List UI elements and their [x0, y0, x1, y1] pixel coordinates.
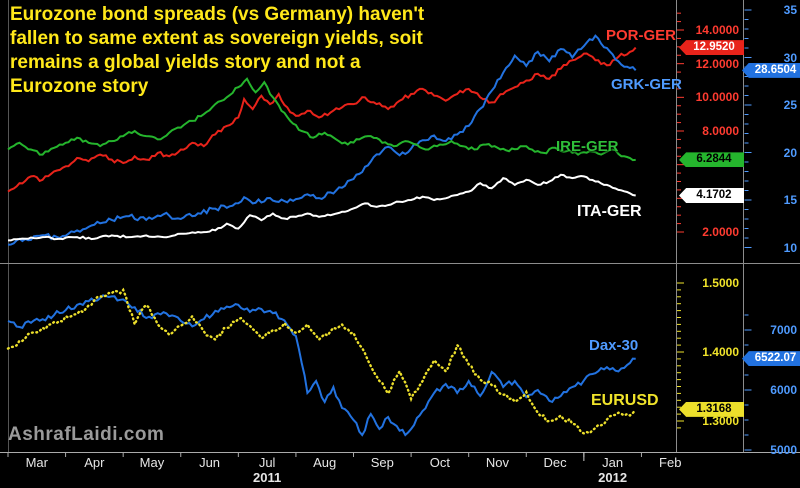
annotation-line-2: fallen to same extent as sovereign yield…	[10, 28, 423, 49]
watermark: AshrafLaidi.com	[8, 424, 165, 445]
year-label-2011: 2011	[253, 470, 282, 485]
month-label-sep: Sep	[370, 455, 394, 470]
series-line-eurusd	[6, 287, 637, 435]
yellow-tick-label-1.3000: 1.3000	[702, 414, 739, 428]
month-label-may: May	[139, 455, 165, 470]
red-tick-label-10.0000: 10.0000	[695, 90, 739, 105]
gblue-tick-label-25: 25	[783, 98, 797, 112]
price-badge-por-ger: 12.9520	[679, 40, 744, 56]
gblue-tick-label-10: 10	[783, 240, 797, 255]
series-line-ita-ger	[8, 173, 636, 242]
series-line-grk-ger	[7, 34, 637, 246]
yellow-tick-label-1.5000: 1.5000	[702, 276, 739, 290]
series-line-por-ger	[7, 46, 637, 193]
price-badge-ita-ger: 4.1702	[679, 187, 744, 203]
month-label-jan: Jan	[602, 455, 624, 470]
red-tick-label-2.0000: 2.0000	[702, 225, 739, 239]
yellow-axis-ticks	[677, 282, 684, 429]
bblue-tick-label-6000: 6000	[770, 383, 797, 397]
series-label-grk-ger: GRK-GER	[611, 76, 682, 93]
x-axis-ticks	[7, 452, 642, 461]
red-tick-label-12.0000: 12.0000	[695, 56, 739, 71]
month-label-jun: Jun	[199, 455, 221, 470]
month-label-feb: Feb	[659, 455, 682, 470]
series-line-ire-ger	[7, 77, 636, 162]
red-tick-label-14.0000: 14.0000	[695, 23, 739, 37]
gblue-axis-ticks	[744, 9, 752, 248]
bblue-tick-label-5000: 5000	[770, 443, 797, 457]
annotation-line-3: remains a global yields story and not a	[10, 52, 361, 73]
series-label-por-ger: POR-GER	[606, 27, 677, 44]
series-label-dax-30: Dax-30	[589, 337, 639, 354]
bblue-tick-label-7000: 7000	[770, 323, 797, 337]
red-tick-label-8.0000: 8.0000	[702, 124, 739, 138]
month-label-aug: Aug	[313, 455, 337, 470]
annotation-text: Eurozone bond spreads (vs Germany) haven…	[10, 3, 540, 99]
gblue-tick-label-30: 30	[783, 50, 797, 65]
month-label-apr: Apr	[84, 455, 105, 470]
series-label-ire-ger: IRE-GER	[556, 138, 619, 155]
price-badge-grk-ger: 28.6504	[742, 62, 800, 78]
price-badge-eurusd: 1.3168	[679, 401, 744, 417]
month-label-mar: Mar	[25, 455, 48, 470]
month-label-jul: Jul	[258, 455, 276, 470]
series-label-eurusd: EURUSD	[591, 392, 659, 409]
month-label-dec: Dec	[543, 455, 567, 470]
annotation-line-4: Eurozone story	[10, 76, 149, 97]
yellow-tick-label-1.4000: 1.4000	[702, 345, 739, 359]
annotation-line-1: Eurozone bond spreads (vs Germany) haven…	[10, 4, 425, 25]
series-label-ita-ger: ITA-GER	[577, 203, 642, 220]
gblue-tick-label-35: 35	[783, 3, 797, 17]
gblue-tick-label-15: 15	[783, 193, 797, 207]
year-label-2012: 2012	[598, 470, 628, 485]
month-label-nov: Nov	[485, 455, 510, 470]
month-label-oct: Oct	[429, 455, 450, 470]
price-badge-ire-ger: 6.2844	[679, 152, 744, 168]
series-line-dax-30	[7, 294, 636, 437]
gblue-tick-label-20: 20	[783, 145, 797, 160]
price-badge-dax-30: 6522.07	[742, 351, 800, 367]
